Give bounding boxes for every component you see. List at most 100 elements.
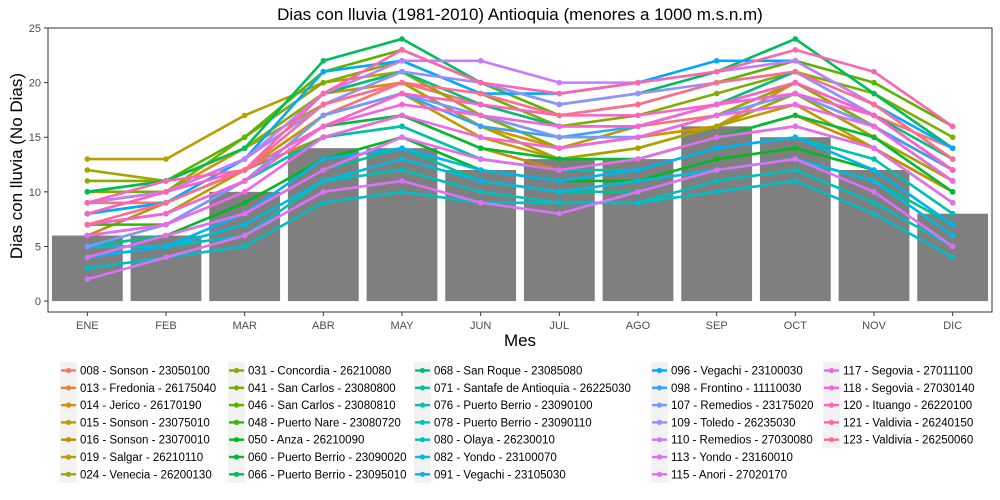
series-point xyxy=(399,36,405,42)
series-point xyxy=(792,47,799,53)
series-point xyxy=(163,210,169,217)
plot-panel-border xyxy=(47,27,993,313)
x-tick-label: ENE xyxy=(76,320,99,332)
legend-item: 118 - Segovia - 27030140 xyxy=(823,379,975,397)
series-point xyxy=(792,36,799,42)
legend-item: 113 - Yondo - 23160010 xyxy=(651,448,793,466)
legend-item: 041 - San Carlos - 23080800 xyxy=(228,379,396,397)
series-point xyxy=(477,57,484,64)
series-point xyxy=(399,57,405,64)
y-axis-label: Dias con lluvia (No Dias) xyxy=(7,73,26,259)
series-point xyxy=(399,90,405,97)
series-point xyxy=(871,79,877,86)
legend-label: 123 - Valdivia - 26250060 xyxy=(843,435,973,447)
series-point xyxy=(871,112,877,119)
series-point xyxy=(635,90,641,97)
series-point xyxy=(320,123,327,130)
legend-label: 008 - Sonson - 23050100 xyxy=(80,366,210,378)
legend-label: 115 - Anori - 27020170 xyxy=(671,469,787,481)
series-point xyxy=(399,167,405,173)
x-tick-label: SEP xyxy=(706,320,728,332)
legend-label: 013 - Fredonia - 26175040 xyxy=(80,383,216,395)
x-tick-label: MAR xyxy=(232,320,257,332)
legend-label: 080 - Olaya - 26230010 xyxy=(434,435,555,447)
legend-item: 071 - Santafe de Antioquia - 26225030 xyxy=(414,379,631,397)
series-line xyxy=(86,157,954,281)
series-point xyxy=(84,232,91,239)
series-line xyxy=(86,92,954,248)
series-point xyxy=(84,276,91,283)
series-point xyxy=(241,189,248,195)
series-point xyxy=(84,167,91,173)
legend-key-point xyxy=(65,385,72,391)
chart-title: Dias con lluvia (1981-2010) Antioquia (m… xyxy=(277,5,763,24)
series-point xyxy=(713,156,720,162)
legend-key-point xyxy=(233,367,240,374)
series-line xyxy=(87,103,954,237)
series-point xyxy=(635,112,641,119)
series-point xyxy=(163,243,169,250)
legend-label: 050 - Anza - 26210090 xyxy=(248,435,364,447)
legend-label: 015 - Sonson - 23075010 xyxy=(80,417,210,429)
series-point xyxy=(241,221,248,228)
series-point xyxy=(399,101,405,108)
x-tick-label: ABR xyxy=(312,320,335,332)
series-point xyxy=(871,90,877,97)
series-point xyxy=(320,178,327,184)
series-point xyxy=(477,156,484,162)
series-line xyxy=(86,70,954,226)
series-point xyxy=(163,178,169,184)
series-point xyxy=(477,189,484,195)
bar-sep xyxy=(681,126,753,302)
legend-key-point xyxy=(419,437,426,443)
series-point xyxy=(477,112,484,119)
series-point xyxy=(399,134,405,141)
y-tick-label: 0 xyxy=(35,296,41,308)
series-point xyxy=(792,101,799,108)
legend-item: 060 - Puerto Berrio - 23090020 xyxy=(228,448,407,466)
series-point xyxy=(713,101,720,108)
legend-label: 071 - Santafe de Antioquia - 26225030 xyxy=(434,383,631,395)
series-point xyxy=(477,199,484,206)
series-point xyxy=(713,112,720,119)
legend-label: 118 - Segovia - 27030140 xyxy=(843,383,975,395)
x-tick-label: FEB xyxy=(155,320,176,332)
series-point xyxy=(84,178,91,184)
series-point xyxy=(84,156,91,162)
series-point xyxy=(635,189,641,195)
series-point xyxy=(477,178,484,184)
series-point xyxy=(320,68,327,75)
legend-key-point xyxy=(656,402,663,408)
series-point xyxy=(556,90,563,97)
legend-label: 024 - Venecia - 26200130 xyxy=(80,469,212,481)
legend-item: 121 - Valdivia - 26240150 xyxy=(823,413,973,431)
legend-item: 117 - Segovia - 27011100 xyxy=(823,362,973,379)
series-point xyxy=(713,178,720,184)
series-point xyxy=(949,145,956,151)
series-point xyxy=(871,178,877,184)
series-31 xyxy=(84,79,956,217)
series-point xyxy=(556,189,563,195)
legend-key-point xyxy=(419,385,426,391)
legend-key-point xyxy=(656,454,663,460)
legend-key-point xyxy=(828,419,835,425)
series-point xyxy=(713,90,720,97)
series-point xyxy=(949,167,956,173)
y-tick-label: 25 xyxy=(29,23,41,35)
legend-item: 120 - Ituango - 26220100 xyxy=(823,396,972,414)
series-point xyxy=(320,90,327,97)
x-tick-label: OCT xyxy=(784,320,808,332)
legend-key-point xyxy=(233,454,240,460)
series-point xyxy=(949,210,956,217)
series-point xyxy=(163,221,169,228)
series-point xyxy=(635,79,641,86)
series-28 xyxy=(84,123,956,261)
legend-item: 098 - Frontino - 11110030 xyxy=(651,379,801,397)
series-point xyxy=(713,68,720,75)
series-line xyxy=(87,157,954,248)
legend-key-point xyxy=(828,367,835,374)
series-point xyxy=(713,134,720,141)
series-point xyxy=(871,156,877,162)
legend-key-point xyxy=(828,402,835,408)
legend-key-point xyxy=(65,419,72,425)
